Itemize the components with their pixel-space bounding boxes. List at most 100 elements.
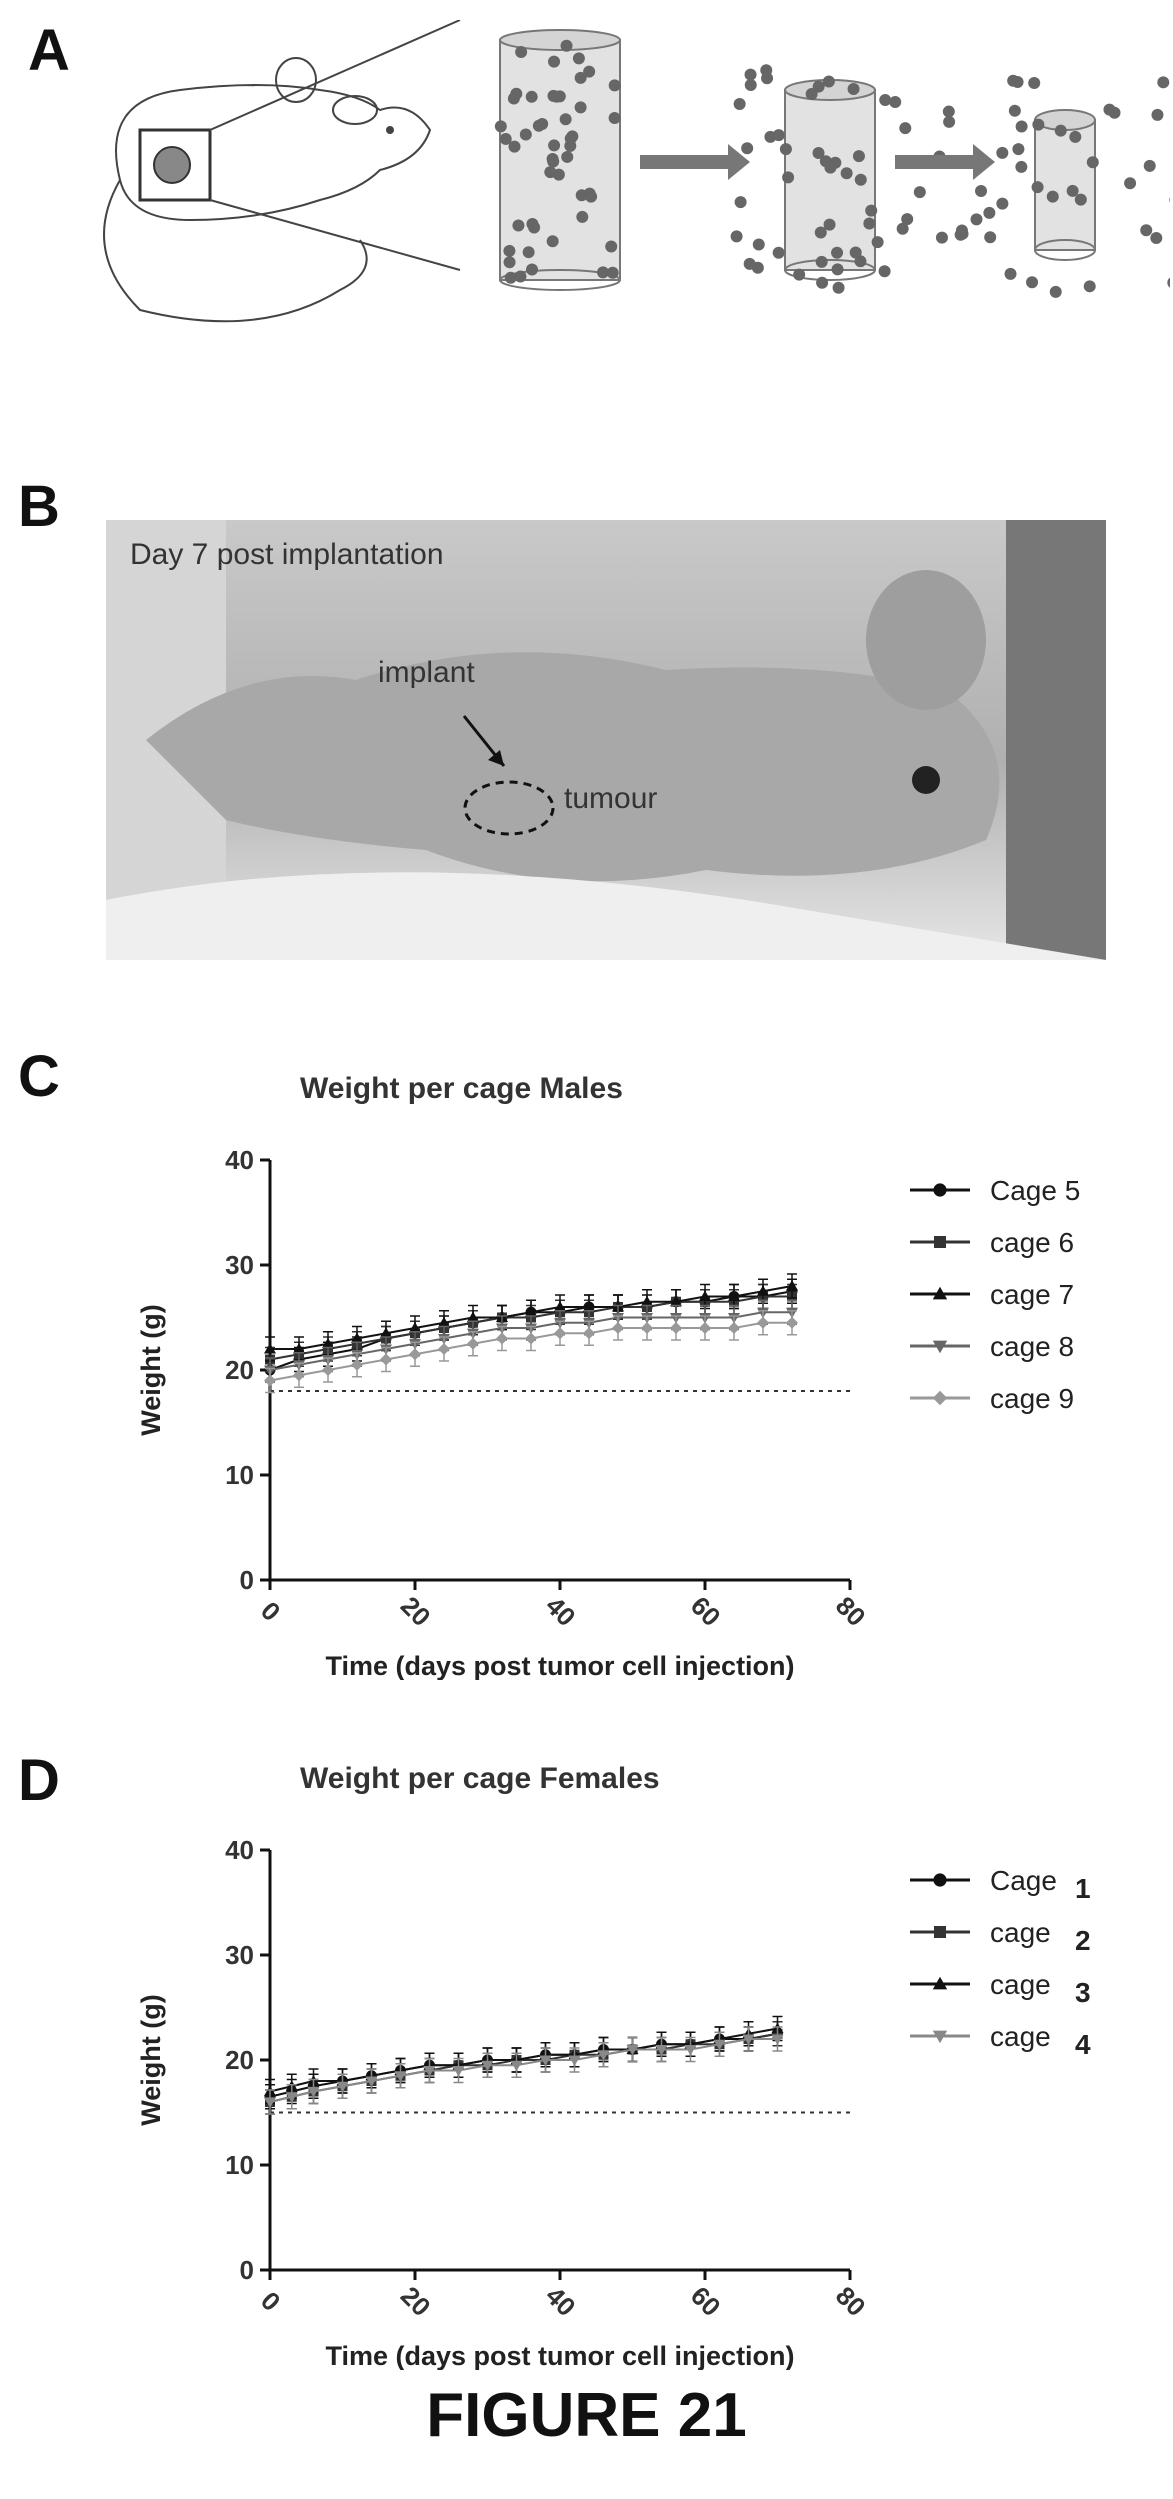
cell-dot xyxy=(532,119,545,132)
cell-dot xyxy=(865,204,878,217)
cell-dot xyxy=(1167,277,1170,288)
data-point xyxy=(554,1301,566,1312)
cell-dot xyxy=(560,39,573,52)
cell-dot xyxy=(544,166,557,179)
cell-dot xyxy=(823,218,836,231)
cell-dot xyxy=(814,226,827,239)
legend: Cage 5 cage 6 cage 7 cage 8 cage 9 xyxy=(910,1175,1080,1414)
cell-dot xyxy=(1143,159,1156,172)
cell-dot xyxy=(889,96,902,109)
cell-dot xyxy=(733,97,746,110)
implant-cylinder-2 xyxy=(730,64,926,294)
data-point xyxy=(322,1364,334,1376)
panel-letter-c: C xyxy=(18,1044,60,1109)
cell-dot xyxy=(512,219,525,232)
cell-dot xyxy=(1015,160,1028,173)
cell-dot xyxy=(526,217,539,230)
cell-dot xyxy=(1032,118,1045,131)
cell-dot xyxy=(546,235,559,248)
cell-dot xyxy=(943,115,956,128)
cell-dot xyxy=(899,122,912,135)
y-axis-label: Weight (g) xyxy=(136,1994,166,2125)
x-tick-label: 60 xyxy=(685,2280,727,2322)
y-axis-label: Weight (g) xyxy=(136,1304,166,1435)
data-point xyxy=(757,1285,769,1296)
data-point xyxy=(293,1369,305,1382)
cell-dot xyxy=(751,261,764,274)
legend-item-2: cage 2 xyxy=(910,1917,1091,1956)
figure-label: FIGURE 21 xyxy=(426,2381,747,2450)
legend-label-word: cage xyxy=(990,1917,1051,1948)
legend-item-4: cage 4 xyxy=(910,2021,1091,2060)
cell-dot xyxy=(764,130,777,143)
cell-dot xyxy=(741,142,754,155)
cell-dot xyxy=(1150,232,1163,245)
cell-dot xyxy=(525,90,538,103)
cell-dot xyxy=(608,111,621,124)
x-axis-label: Time (days post tumor cell injection) xyxy=(325,2341,794,2370)
series-5 xyxy=(264,1310,798,1394)
data-point xyxy=(423,2066,436,2077)
chart-c-title: Weight per cage Males xyxy=(300,1072,623,1105)
cell-dot xyxy=(831,246,844,259)
data-point xyxy=(626,2045,639,2056)
cell-dot xyxy=(1157,76,1170,89)
cell-dot xyxy=(503,244,516,257)
cell-dot xyxy=(955,224,968,237)
cell-dot xyxy=(572,52,585,65)
legend-item-3: cage 3 xyxy=(910,1969,1091,2008)
cell-dot xyxy=(815,255,828,268)
cell-dot xyxy=(996,197,1009,210)
series-2 xyxy=(265,2021,783,2115)
legend-label-word: cage xyxy=(990,2021,1051,2052)
cell-dot xyxy=(546,152,559,165)
series-4 xyxy=(264,2026,784,2115)
x-tick-label: 0 xyxy=(255,2286,286,2317)
cell-dot xyxy=(1074,193,1087,206)
cell-dot xyxy=(760,64,773,77)
cell-dot xyxy=(1031,181,1044,194)
data-point xyxy=(264,1374,276,1387)
data-point xyxy=(728,1290,740,1301)
legend-item-1: Cage 1 xyxy=(910,1865,1091,1904)
progression-arrow-1 xyxy=(640,144,750,180)
data-point xyxy=(699,1322,711,1334)
cell-dot xyxy=(935,231,948,244)
legend-item-5: cage 9 xyxy=(910,1383,1074,1414)
data-point xyxy=(380,1327,392,1338)
cell-dot xyxy=(849,246,862,259)
cell-dot xyxy=(576,210,589,223)
cell-dot xyxy=(1151,108,1164,121)
cell-dot xyxy=(510,87,523,100)
cell-dot xyxy=(975,185,988,198)
cell-dot xyxy=(942,105,955,118)
y-tick-label: 0 xyxy=(240,2255,254,2285)
data-point xyxy=(496,1332,508,1345)
cell-dot xyxy=(782,171,795,184)
cell-dot xyxy=(1054,124,1067,137)
data-point xyxy=(467,1337,479,1350)
legend-label: cage 8 xyxy=(990,1331,1074,1362)
cell-dot xyxy=(879,94,892,107)
data-point xyxy=(568,2055,581,2066)
legend-label-number: 1 xyxy=(1075,1873,1091,1904)
cell-dot xyxy=(548,139,561,152)
cell-dot xyxy=(548,55,561,68)
cell-dot xyxy=(752,238,765,251)
data-point xyxy=(684,2045,697,2056)
cell-dot xyxy=(1069,130,1082,143)
data-point xyxy=(641,1295,653,1307)
data-point xyxy=(409,1322,421,1333)
data-point xyxy=(351,1332,363,1343)
y-tick-label: 20 xyxy=(225,2045,254,2075)
data-point xyxy=(409,1348,421,1361)
data-point xyxy=(670,1295,682,1307)
photo-caption: Day 7 post implantation xyxy=(130,538,444,571)
data-point xyxy=(554,1327,566,1340)
cell-dot xyxy=(1049,285,1062,298)
implant-disc xyxy=(153,146,191,184)
y-tick-label: 30 xyxy=(225,1250,254,1280)
x-tick-label: 20 xyxy=(395,1590,437,1632)
data-point xyxy=(699,1290,711,1301)
x-tick-label: 80 xyxy=(830,1590,872,1632)
